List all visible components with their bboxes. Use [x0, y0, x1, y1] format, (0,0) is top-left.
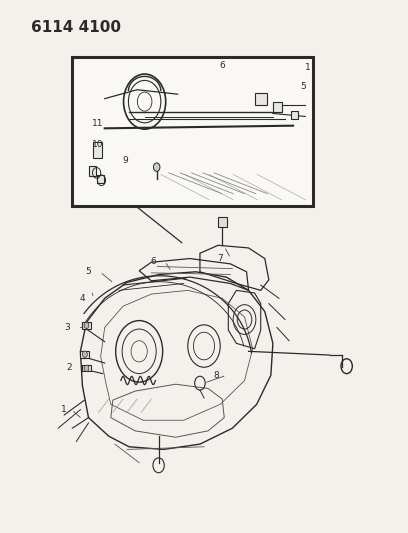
- Bar: [273, 102, 282, 112]
- Text: 9: 9: [122, 156, 128, 165]
- Bar: [93, 142, 102, 158]
- Circle shape: [153, 163, 160, 172]
- Bar: [80, 351, 89, 358]
- Bar: [72, 57, 313, 206]
- Text: 11: 11: [92, 119, 104, 128]
- Text: 1: 1: [61, 405, 67, 414]
- Bar: [291, 111, 298, 119]
- Text: 6: 6: [151, 257, 156, 265]
- Text: 1: 1: [304, 63, 310, 72]
- Text: 4: 4: [80, 294, 85, 303]
- Text: 5: 5: [300, 82, 306, 91]
- Text: 5: 5: [86, 268, 91, 276]
- Circle shape: [84, 322, 89, 328]
- Bar: [89, 166, 96, 176]
- Text: 3: 3: [64, 323, 70, 332]
- Text: 6: 6: [220, 61, 225, 69]
- Text: 10: 10: [92, 140, 104, 149]
- Bar: [98, 175, 104, 183]
- Text: 7: 7: [217, 254, 223, 263]
- Bar: [82, 365, 91, 372]
- Circle shape: [82, 351, 87, 358]
- Bar: [255, 93, 267, 104]
- Circle shape: [84, 365, 89, 372]
- Text: 8: 8: [213, 370, 219, 379]
- Bar: [82, 321, 91, 329]
- Bar: [218, 216, 227, 227]
- Text: 6114 4100: 6114 4100: [31, 20, 121, 35]
- Text: 2: 2: [67, 363, 72, 372]
